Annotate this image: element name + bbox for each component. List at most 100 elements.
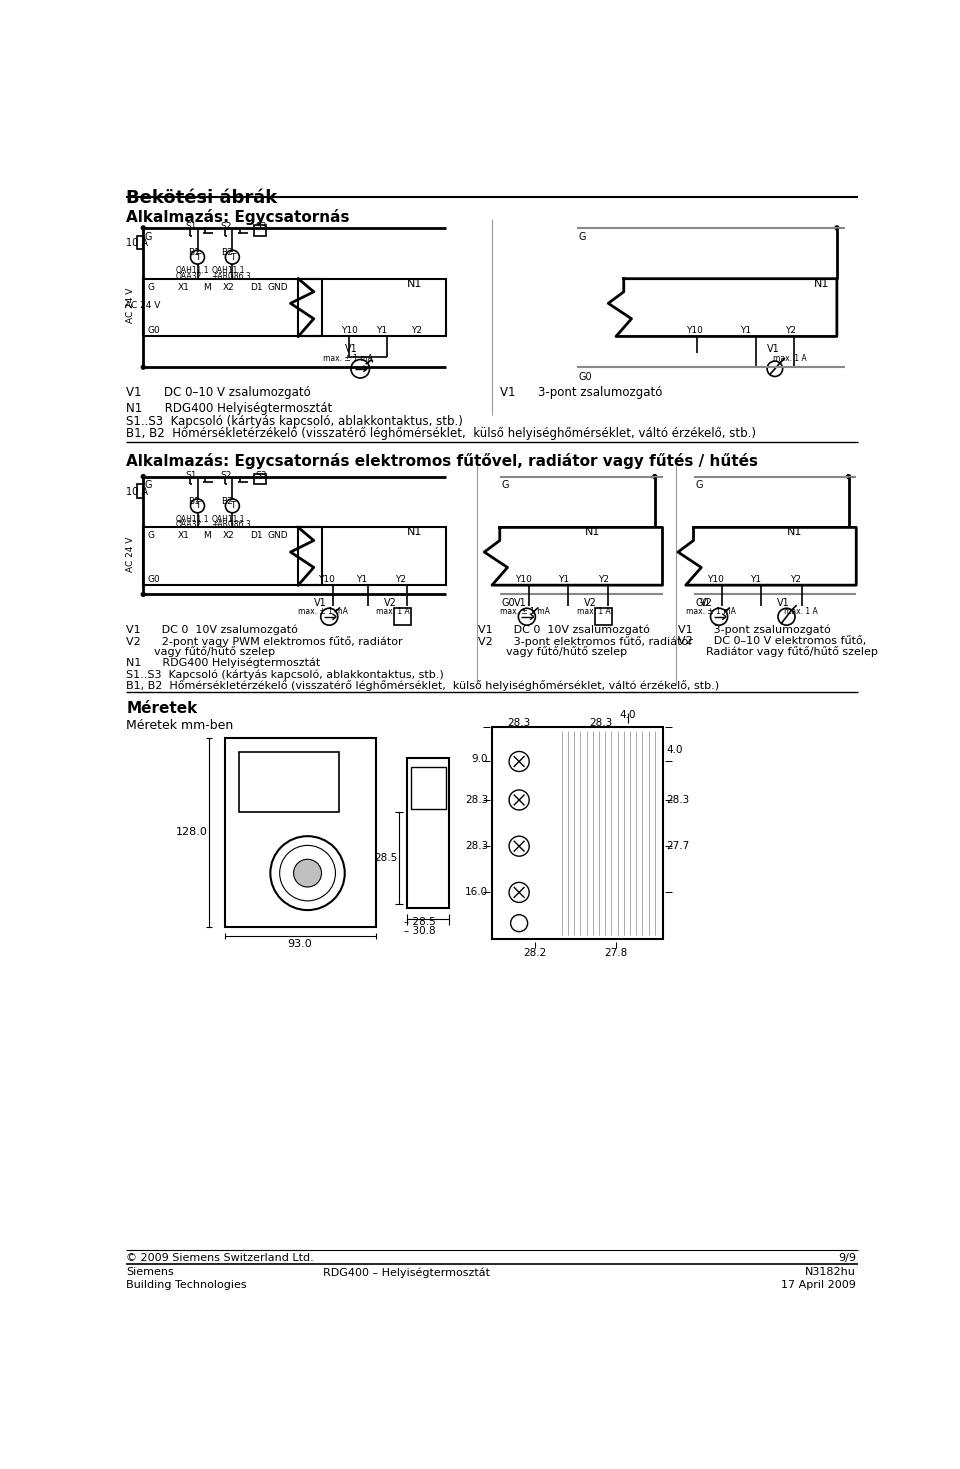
- Text: 28.3: 28.3: [666, 795, 689, 805]
- Bar: [492, 727, 662, 939]
- Text: S1..S3  Kapcsoló (kártyás kapcsoló, ablakkontaktus, stb.): S1..S3 Kapcsoló (kártyás kapcsoló, ablak…: [126, 668, 444, 680]
- Text: V2: V2: [584, 598, 596, 608]
- Text: Alkalmazás: Egycsatornás elektromos fűtővel, radiátor vagy fűtés / hűtés: Alkalmazás: Egycsatornás elektromos fűtő…: [126, 454, 758, 470]
- Circle shape: [279, 846, 335, 900]
- Text: 27.7: 27.7: [666, 842, 689, 851]
- Text: N1: N1: [786, 527, 802, 538]
- Text: G: G: [147, 282, 155, 291]
- Text: max. 1 A: max. 1 A: [784, 608, 818, 617]
- Text: 28.3: 28.3: [508, 717, 531, 727]
- Circle shape: [847, 474, 851, 479]
- Circle shape: [190, 499, 204, 513]
- Text: N1      RDG400 Helyiségtermosztát: N1 RDG400 Helyiségtermosztát: [126, 403, 332, 414]
- Text: Radiátor vagy fűtő/hűtő szelep: Radiátor vagy fűtő/hűtő szelep: [678, 646, 877, 657]
- Circle shape: [226, 250, 239, 264]
- Text: vagy fűtő/hűtő szelep: vagy fűtő/hűtő szelep: [126, 646, 276, 657]
- Text: B1, B2  Hőmérsékletérzékelő (visszatérő léghőmérséklet,  külső helyiséghőmérsékl: B1, B2 Hőmérsékletérzékelő (visszatérő l…: [126, 427, 756, 441]
- Text: 28.3: 28.3: [588, 717, 612, 727]
- Text: QAH11.1: QAH11.1: [211, 266, 245, 275]
- Bar: [137, 485, 143, 498]
- Text: 27.8: 27.8: [605, 948, 628, 958]
- Text: V1      3-pont zsalumozgató: V1 3-pont zsalumozgató: [678, 624, 830, 635]
- Text: G0: G0: [147, 326, 160, 335]
- Text: Y2: Y2: [411, 326, 421, 335]
- Text: Y1: Y1: [740, 326, 751, 335]
- Text: N1: N1: [814, 279, 829, 289]
- Text: 16.0: 16.0: [465, 887, 488, 898]
- Text: 28.3: 28.3: [465, 795, 488, 805]
- Text: V1      3-pont zsalumozgató: V1 3-pont zsalumozgató: [500, 386, 662, 398]
- Text: N3182hu: N3182hu: [805, 1268, 856, 1278]
- Text: S3: S3: [255, 222, 267, 232]
- Text: X1: X1: [179, 282, 190, 291]
- Circle shape: [518, 608, 536, 626]
- Text: S2: S2: [221, 472, 232, 480]
- Text: Siemens: Siemens: [126, 1268, 174, 1278]
- Circle shape: [778, 608, 795, 626]
- Text: X2: X2: [223, 282, 235, 291]
- Text: S1..S3  Kapcsoló (kártyás kapcsoló, ablakkontaktus, stb.): S1..S3 Kapcsoló (kártyás kapcsoló, ablak…: [126, 414, 463, 427]
- Text: Alkalmazás: Egycsatornás: Alkalmazás: Egycsatornás: [126, 209, 349, 225]
- Text: V2      3-pont elektromos fűtő, radiátor: V2 3-pont elektromos fűtő, radiátor: [478, 636, 693, 646]
- Text: T: T: [195, 501, 201, 510]
- Text: B2: B2: [221, 248, 232, 257]
- Text: S1: S1: [186, 222, 198, 232]
- Bar: [143, 527, 322, 585]
- Text: V1: V1: [767, 344, 780, 354]
- Text: V1: V1: [314, 598, 326, 608]
- Text: vagy fűtő/hűtő szelep: vagy fűtő/hűtő szelep: [478, 646, 627, 657]
- Text: Y2: Y2: [790, 576, 802, 585]
- Text: N1: N1: [407, 279, 422, 289]
- Text: G: G: [695, 480, 703, 491]
- Text: Y1: Y1: [750, 576, 761, 585]
- Text: Y2: Y2: [785, 326, 796, 335]
- Text: D1: D1: [251, 532, 263, 541]
- Bar: [143, 279, 322, 336]
- Text: V2: V2: [383, 598, 396, 608]
- Text: V1      DC 0–10 V zsalumozgató: V1 DC 0–10 V zsalumozgató: [126, 386, 311, 398]
- Text: M: M: [203, 532, 210, 541]
- Circle shape: [835, 226, 839, 229]
- Text: 128.0: 128.0: [176, 827, 207, 837]
- Text: B1: B1: [188, 248, 200, 257]
- Text: +ARG86.3: +ARG86.3: [211, 520, 252, 529]
- Text: Y1: Y1: [558, 576, 569, 585]
- Text: max. ± 1 mA: max. ± 1 mA: [500, 608, 550, 617]
- Text: V2      2-pont vagy PWM elektromos fűtő, radiátor: V2 2-pont vagy PWM elektromos fűtő, radi…: [126, 636, 403, 646]
- Text: X1: X1: [179, 532, 190, 541]
- Bar: [394, 608, 411, 626]
- Circle shape: [511, 915, 528, 931]
- Text: B1, B2  Hőmérsékletérzékelő (visszatérő léghőmérséklet,  külső helyiséghőmérsékl: B1, B2 Hőmérsékletérzékelő (visszatérő l…: [126, 680, 719, 690]
- Text: QAH11.1: QAH11.1: [211, 516, 245, 524]
- Text: GND: GND: [267, 532, 288, 541]
- Text: B2: B2: [221, 497, 232, 505]
- Circle shape: [321, 608, 338, 626]
- Text: max. ± 1 mA: max. ± 1 mA: [299, 608, 348, 617]
- Text: AC 24 V: AC 24 V: [125, 301, 160, 310]
- Text: © 2009 Siemens Switzerland Ltd.: © 2009 Siemens Switzerland Ltd.: [126, 1253, 314, 1263]
- Text: Y10: Y10: [319, 576, 335, 585]
- Text: 93.0: 93.0: [287, 939, 312, 949]
- Text: Y1: Y1: [356, 576, 368, 585]
- Text: Y1: Y1: [375, 326, 387, 335]
- Bar: [254, 225, 267, 235]
- Text: Y10: Y10: [685, 326, 703, 335]
- Circle shape: [141, 366, 145, 369]
- Text: AC 24 V: AC 24 V: [127, 536, 135, 571]
- Text: S3: S3: [255, 472, 267, 480]
- Text: B1: B1: [188, 497, 200, 505]
- Circle shape: [710, 608, 728, 626]
- Text: 4.0: 4.0: [666, 745, 683, 755]
- Text: G: G: [145, 480, 153, 491]
- Text: 28.2: 28.2: [523, 948, 546, 958]
- Text: – 30.8: – 30.8: [404, 927, 436, 936]
- Text: Y10: Y10: [708, 576, 725, 585]
- Text: max. ± 1 mA: max. ± 1 mA: [685, 608, 735, 617]
- Bar: [254, 473, 267, 485]
- Text: G: G: [579, 232, 587, 242]
- Text: Y2: Y2: [396, 576, 406, 585]
- Text: X2: X2: [223, 532, 235, 541]
- Text: QAH11.1: QAH11.1: [176, 516, 209, 524]
- Text: G: G: [501, 480, 509, 491]
- Text: QAA32: QAA32: [176, 272, 202, 281]
